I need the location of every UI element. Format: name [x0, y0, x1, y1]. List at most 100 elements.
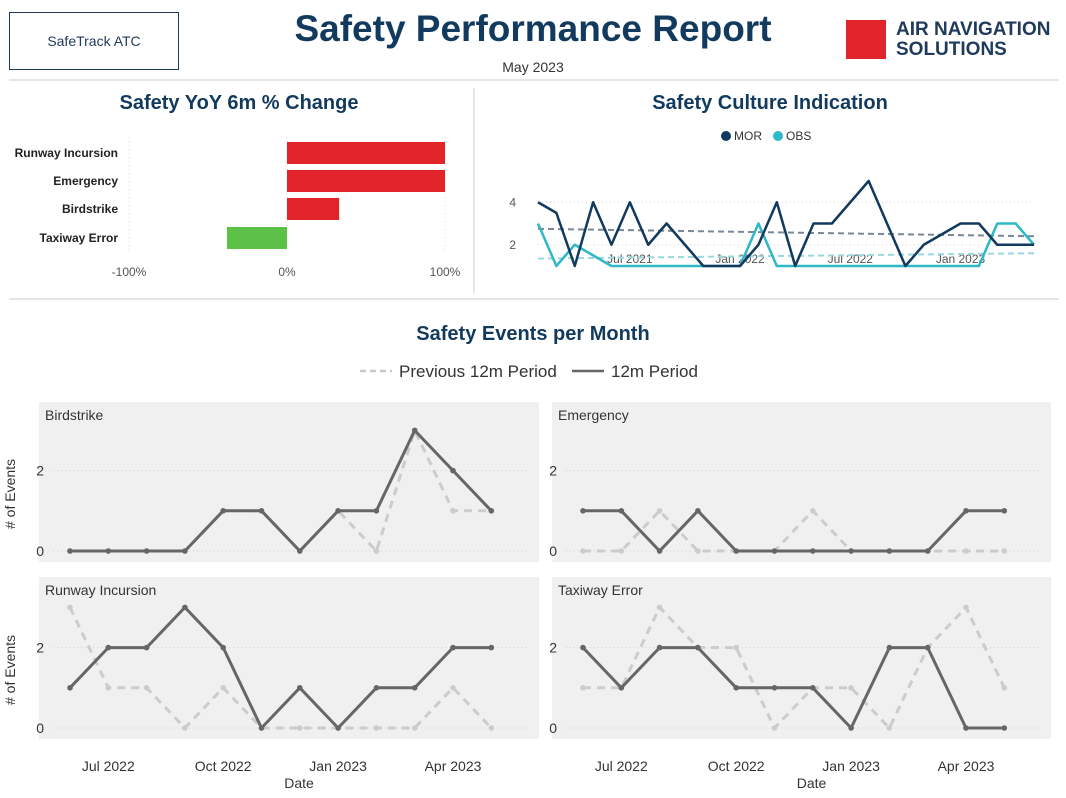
events-prev-point — [733, 644, 739, 651]
yoy-category-label: Emergency — [53, 174, 118, 188]
events-current-point — [580, 644, 586, 651]
events-current-point — [810, 548, 816, 554]
events-current-point — [373, 685, 380, 691]
events-ytick-label: 2 — [36, 463, 44, 479]
yoy-title: Safety YoY 6m % Change — [119, 92, 359, 114]
events-prev-point — [618, 548, 625, 554]
events-title: Safety Events per Month — [416, 323, 650, 345]
events-current-point — [67, 548, 73, 554]
events-prev-line — [583, 605, 1006, 730]
culture-ytick-label: 4 — [509, 195, 516, 209]
yoy-bar — [287, 142, 445, 164]
events-current-point — [373, 508, 380, 514]
events-ytick-label: 2 — [549, 640, 557, 656]
culture-series-line-obs — [536, 222, 1035, 268]
page-title: Safety Performance Report — [294, 8, 772, 49]
events-panel-bg — [552, 577, 1051, 739]
events-prev-point — [848, 685, 854, 691]
events-prev-point — [67, 604, 73, 611]
events-current-point — [924, 644, 931, 651]
events-prev-point — [411, 725, 418, 731]
events-current-line — [68, 605, 492, 730]
events-prev-point — [656, 604, 663, 611]
events-current-point — [695, 644, 701, 651]
events-xtick-label: Apr 2023 — [425, 758, 482, 774]
events-current-point — [488, 508, 495, 514]
events-current-point — [656, 644, 663, 651]
events-panel-bg — [39, 402, 539, 562]
yoy-tick-label: 100% — [430, 265, 461, 279]
events-current-point — [411, 427, 418, 434]
events-prev-point — [488, 725, 495, 731]
culture-legend-marker-obs — [773, 131, 783, 141]
events-panel-bg — [552, 402, 1051, 562]
events-current-point — [848, 548, 854, 554]
yoy-category-label: Taxiway Error — [40, 231, 119, 245]
events-current-point — [297, 685, 303, 691]
events-xtick-label: Jan 2023 — [822, 758, 880, 774]
events-current-point — [580, 508, 586, 514]
events-current-point — [886, 644, 893, 651]
events-prev-point — [105, 685, 112, 691]
events-current-point — [695, 508, 701, 514]
yoy-bar — [226, 227, 287, 249]
events-y-axis-label: # of Events — [2, 635, 18, 705]
header-divider — [9, 79, 1059, 81]
events-legend-prev-label: Previous 12m Period — [399, 362, 557, 381]
events-ytick-label: 0 — [36, 543, 44, 559]
events-panel-title: Runway Incursion — [45, 582, 156, 598]
events-current-point — [143, 644, 150, 651]
events-panel-title: Taxiway Error — [558, 582, 643, 598]
events-current-point — [963, 725, 969, 731]
events-current-line — [583, 509, 1005, 553]
yoy-tick-label: -100% — [112, 265, 147, 279]
events-current-point — [848, 725, 854, 731]
events-current-point — [182, 548, 188, 554]
events-current-point — [771, 548, 778, 554]
events-prev-point — [450, 508, 456, 514]
events-current-point — [771, 685, 778, 691]
events-current-point — [258, 725, 265, 731]
events-current-point — [733, 685, 739, 691]
yoy-tick-label: 0% — [278, 265, 296, 279]
culture-ytick-label: 2 — [509, 238, 516, 252]
yoy-chart: -100% 0% 100% Runway Incursion Emergency Bird… — [15, 137, 461, 279]
culture-legend-label: OBS — [786, 129, 811, 143]
page-subtitle: May 2023 — [502, 59, 564, 75]
section-divider — [9, 298, 1059, 300]
events-prev-point — [1001, 548, 1008, 554]
yoy-category-label: Birdstrike — [62, 202, 118, 216]
events-prev-point — [656, 508, 663, 514]
events-current-point — [886, 548, 893, 554]
events-prev-point — [580, 685, 586, 691]
events-current-point — [450, 644, 456, 651]
events-current-point — [656, 548, 663, 554]
logo-text-line2: SOLUTIONS — [896, 39, 1007, 60]
events-ytick-label: 2 — [36, 640, 44, 656]
events-legend-cur-label: 12m Period — [611, 362, 698, 381]
events-prev-line — [583, 509, 1005, 553]
events-current-line — [70, 428, 493, 553]
culture-legend-marker-mor — [721, 131, 731, 141]
top-vertical-divider — [473, 88, 475, 293]
culture-xtick-label: Jan 2023 — [936, 252, 986, 266]
events-current-point — [67, 685, 73, 691]
events-panel-title: Birdstrike — [45, 407, 104, 423]
events-prev-point — [810, 508, 816, 514]
events-current-point — [488, 644, 495, 651]
events-current-point — [618, 685, 625, 691]
culture-legend-label: MOR — [734, 129, 762, 143]
culture-xtick-label: Jul 2021 — [607, 252, 653, 266]
events-current-point — [220, 508, 226, 514]
events-prev-point — [1001, 685, 1008, 691]
events-current-point — [297, 548, 303, 554]
events-ytick-label: 2 — [549, 463, 557, 479]
events-x-axis-label: Date — [284, 775, 314, 791]
events-prev-point — [886, 725, 893, 731]
events-current-point — [182, 604, 188, 611]
events-current-point — [963, 508, 969, 514]
events-ytick-label: 0 — [549, 543, 557, 559]
events-prev-point — [220, 685, 226, 691]
culture-title: Safety Culture Indication — [652, 92, 888, 114]
